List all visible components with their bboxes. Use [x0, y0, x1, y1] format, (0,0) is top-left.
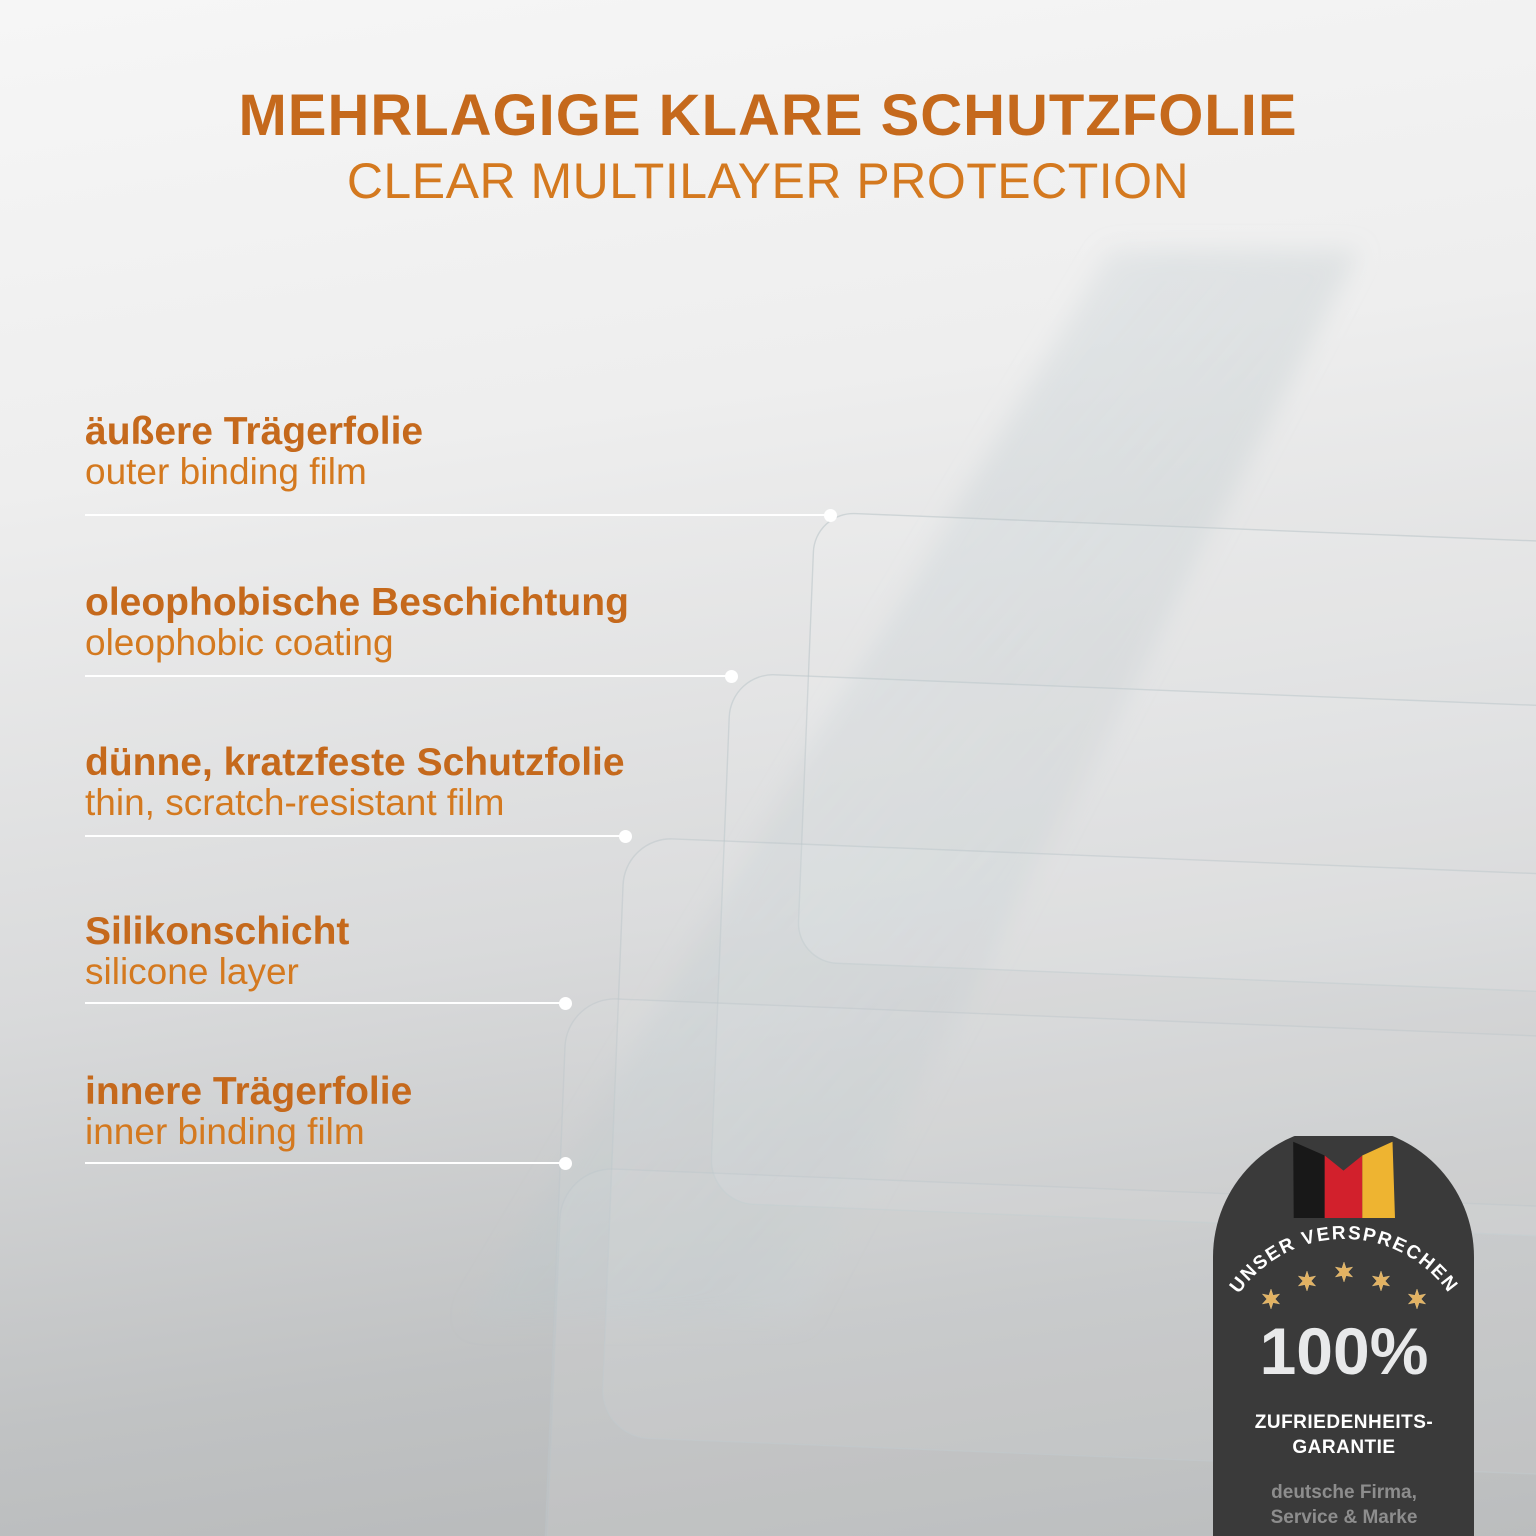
- svg-text:ZUFRIEDENHEITS-: ZUFRIEDENHEITS-: [1255, 1412, 1434, 1433]
- svg-text:deutsche Firma,: deutsche Firma,: [1271, 1482, 1417, 1503]
- svg-text:Service & Marke: Service & Marke: [1271, 1507, 1418, 1528]
- svg-text:GARANTIE: GARANTIE: [1292, 1437, 1395, 1458]
- svg-text:100%: 100%: [1260, 1314, 1429, 1388]
